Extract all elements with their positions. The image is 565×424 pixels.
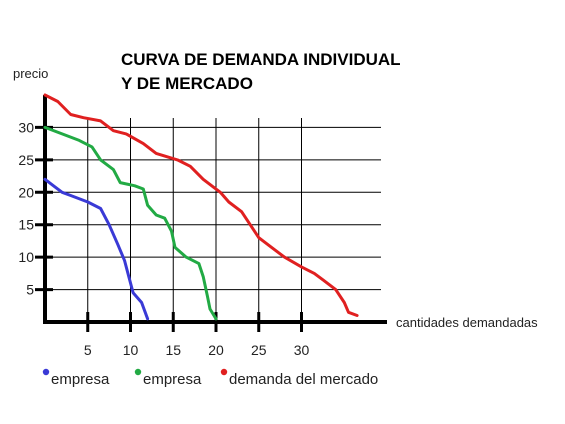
series-lines	[43, 93, 359, 321]
series-line-3	[43, 93, 359, 317]
y-tick-label-30: 30	[18, 119, 34, 135]
x-axis-label: cantidades demandadas	[396, 315, 538, 330]
y-tick-label-15: 15	[18, 217, 34, 233]
y-tick-label-10: 10	[18, 249, 34, 265]
x-tick-label-10: 10	[123, 342, 139, 358]
y-tick-label-25: 25	[18, 152, 34, 168]
x-tick-label-20: 20	[208, 342, 224, 358]
x-tick-label-30: 30	[294, 342, 310, 358]
series-line-1	[43, 177, 150, 321]
x-tick-label-25: 25	[251, 342, 267, 358]
y-axis-label: precio	[13, 66, 48, 81]
legend-label-2: empresa	[143, 371, 202, 388]
legend-marker-1	[42, 368, 50, 376]
legend-label-3: demanda del mercado	[229, 371, 378, 388]
legend-label-1: empresa	[51, 371, 110, 388]
ticks: 5 10 15 20 25 30 5 10 15 20 25 30	[18, 119, 309, 358]
legend-marker-3	[220, 368, 228, 376]
legend-item-1: empresa	[42, 368, 110, 388]
legend: empresa empresa demanda del mercado	[42, 368, 378, 388]
x-tick-label-15: 15	[165, 342, 181, 358]
y-tick-label-20: 20	[18, 184, 34, 200]
legend-item-2: empresa	[134, 368, 202, 388]
chart-title-line-2: Y DE MERCADO	[121, 74, 253, 93]
y-tick-label-5: 5	[26, 282, 34, 298]
series-line-2	[43, 125, 218, 321]
chart-title-line-1: CURVA DE DEMANDA INDIVIDUAL	[121, 50, 401, 69]
grid	[45, 118, 381, 322]
x-tick-label-5: 5	[84, 342, 92, 358]
legend-item-3: demanda del mercado	[220, 368, 378, 388]
legend-marker-2	[134, 368, 142, 376]
